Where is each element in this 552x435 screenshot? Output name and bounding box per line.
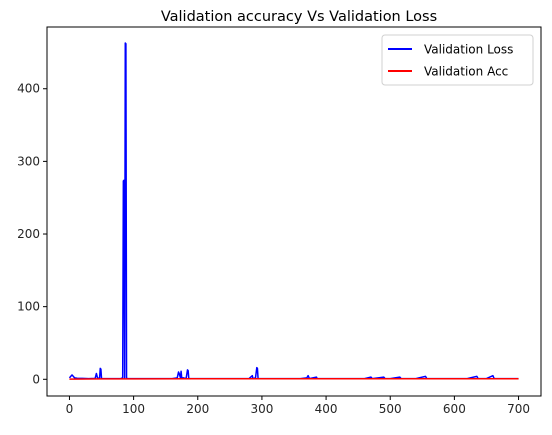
x-tick-label: 0 [66, 402, 74, 416]
legend-label-validation-loss: Validation Loss [424, 43, 513, 57]
y-tick-label: 400 [17, 82, 40, 96]
plot-frame [46, 26, 542, 397]
chart-title: Validation accuracy Vs Validation Loss [161, 9, 437, 25]
x-tick-label: 400 [315, 402, 338, 416]
axes: 0 100 200 300 400 500 600 700 0 100 200 300 400 [17, 82, 530, 416]
x-tick-label: 100 [122, 402, 145, 416]
y-tick-label: 200 [17, 227, 40, 241]
legend-label-validation-acc: Validation Acc [424, 65, 508, 79]
x-tick-label: 600 [443, 402, 466, 416]
plot-area [68, 42, 519, 380]
x-tick-label: 200 [186, 402, 209, 416]
y-tick-label: 100 [17, 300, 40, 314]
series-line-validation-loss [68, 42, 519, 380]
x-tick-label: 500 [379, 402, 402, 416]
y-tick-label: 300 [17, 154, 40, 168]
y-tick-label: 0 [32, 372, 40, 386]
x-tick-label: 700 [507, 402, 530, 416]
x-tick-label: 300 [250, 402, 273, 416]
legend: Validation Loss Validation Acc [381, 34, 534, 86]
legend-frame [381, 34, 534, 86]
